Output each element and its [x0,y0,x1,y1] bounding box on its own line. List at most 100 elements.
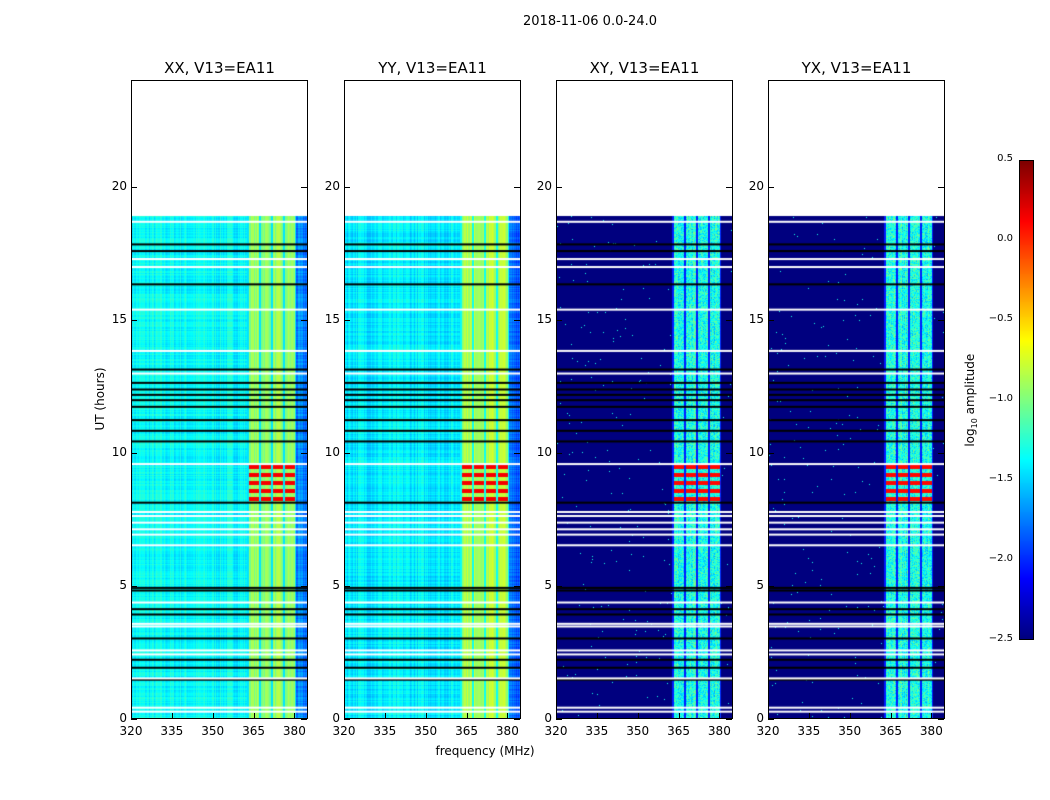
y-tick-mark [768,719,774,720]
x-tick-label: 350 [838,724,862,738]
x-tick-mark [849,713,851,719]
y-tick-label: 10 [324,444,340,459]
y-tick-mark [726,585,732,587]
y-tick-label: 0 [544,711,552,725]
x-tick-label: 335 [797,724,821,738]
y-tick-mark [301,186,307,188]
x-tick-mark [294,713,296,719]
x-tick-label: 350 [414,724,438,738]
x-tick-mark [808,713,810,719]
y-tick-mark [556,452,562,454]
x-tick-mark [596,713,598,719]
x-tick-mark [171,713,173,719]
y-tick-mark [768,319,774,321]
x-tick-mark [931,713,933,719]
panel-title: XX, V13=EA11 [164,59,275,77]
y-tick-mark [344,319,350,321]
y-tick-mark [556,186,562,188]
y-tick-mark [768,585,774,587]
y-tick-mark [938,186,944,188]
y-tick-mark [514,319,520,321]
y-tick-label: 0 [119,711,127,725]
x-tick-mark [384,713,386,719]
waterfall-image [557,81,732,718]
y-tick-label: 10 [536,444,552,459]
x-tick-mark [768,713,769,719]
x-tick-mark [678,713,680,719]
y-tick-mark [726,186,732,188]
y-tick-mark [556,585,562,587]
x-tick-label: 380 [919,724,943,738]
panel-title: YY, V13=EA11 [378,59,487,77]
y-tick-mark [301,319,307,321]
x-tick-mark [890,713,892,719]
x-axis-label: frequency (MHz) [435,744,535,758]
y-tick-mark [131,719,137,720]
y-tick-label: 15 [324,311,340,326]
y-tick-mark [768,452,774,454]
x-tick-label: 320 [544,724,568,738]
y-tick-mark [514,186,520,188]
y-tick-label: 20 [748,178,764,193]
y-tick-label: 15 [748,311,764,326]
x-tick-mark [344,713,345,719]
heatmap-panel-xx [131,80,308,719]
x-tick-mark [507,713,509,719]
y-tick-mark [938,452,944,454]
x-tick-label: 365 [667,724,690,738]
colorbar-tick-label: −1.5 [988,473,1013,484]
y-tick-mark [301,719,307,720]
y-tick-label: 15 [111,311,127,326]
y-tick-mark [768,186,774,188]
colorbar-tick-label: −1.0 [988,393,1013,404]
x-tick-label: 365 [242,724,265,738]
y-tick-label: 5 [756,577,764,592]
y-tick-mark [556,719,562,720]
y-tick-mark [938,319,944,321]
y-tick-mark [131,186,137,188]
y-tick-label: 0 [756,711,764,725]
x-tick-mark [637,713,639,719]
y-tick-mark [726,719,732,720]
colorbar-tick-label: −0.5 [988,313,1013,324]
heatmap-panel-yx [768,80,945,719]
x-tick-label: 320 [756,724,780,738]
colorbar-tick-label: −2.5 [988,633,1013,644]
y-tick-mark [301,452,307,454]
y-tick-mark [514,452,520,454]
x-tick-label: 365 [455,724,478,738]
x-tick-label: 350 [201,724,225,738]
y-tick-mark [344,719,350,720]
x-tick-label: 380 [707,724,731,738]
x-tick-label: 380 [282,724,306,738]
x-tick-label: 320 [119,724,143,738]
y-tick-label: 20 [536,178,552,193]
x-tick-mark [253,713,255,719]
x-tick-label: 335 [373,724,397,738]
y-tick-mark [514,585,520,587]
y-tick-label: 20 [324,178,340,193]
y-tick-mark [301,585,307,587]
panel-title: YX, V13=EA11 [801,59,912,77]
y-tick-mark [344,585,350,587]
y-tick-label: 5 [544,577,552,592]
waterfall-image [132,81,307,718]
y-tick-mark [131,452,137,454]
x-tick-label: 335 [585,724,609,738]
x-tick-mark [719,713,721,719]
x-tick-label: 335 [160,724,184,738]
y-tick-mark [514,719,520,720]
x-tick-label: 380 [495,724,519,738]
y-tick-label: 15 [536,311,552,326]
x-tick-label: 320 [332,724,356,738]
x-tick-mark [466,713,468,719]
y-tick-label: 5 [119,577,127,592]
y-tick-mark [344,452,350,454]
y-tick-mark [726,452,732,454]
colorbar-tick-label: −2.0 [988,553,1013,564]
y-tick-mark [131,319,137,321]
waterfall-image [769,81,944,718]
x-tick-mark [425,713,427,719]
panel-title: XY, V13=EA11 [589,59,700,77]
x-tick-label: 350 [626,724,650,738]
